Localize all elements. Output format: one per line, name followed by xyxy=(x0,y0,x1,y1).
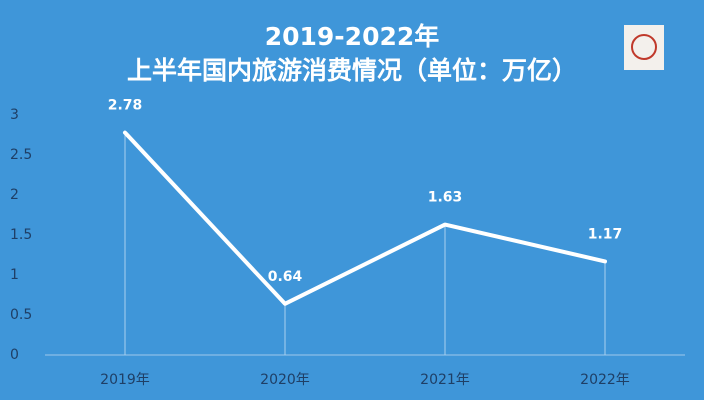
x-tick-label: 2020年 xyxy=(260,372,310,388)
x-tick-label: 2022年 xyxy=(580,372,630,388)
y-tick-label: 2 xyxy=(10,187,19,203)
y-tick-label: 3 xyxy=(10,107,19,123)
y-tick-label: 0.5 xyxy=(10,307,32,323)
logo xyxy=(624,25,664,70)
x-tick-label: 2019年 xyxy=(100,372,150,388)
logo-box xyxy=(624,25,664,70)
data-label: 2.78 xyxy=(108,98,143,114)
y-tick-label: 1 xyxy=(10,267,19,283)
data-label: 1.63 xyxy=(428,190,463,206)
data-label: 1.17 xyxy=(588,226,623,242)
chart-subtitle: 上半年国内旅游消费情况（单位：万亿） xyxy=(127,56,577,85)
x-tick-label: 2021年 xyxy=(420,372,470,388)
chart-title: 2019-2022年 xyxy=(265,22,440,51)
data-label: 0.64 xyxy=(268,269,303,285)
y-tick-label: 1.5 xyxy=(10,227,32,243)
line xyxy=(123,130,607,306)
y-tick-label: 0 xyxy=(10,347,19,363)
logo-mark xyxy=(631,34,657,60)
y-tick-label: 2.5 xyxy=(10,147,32,163)
